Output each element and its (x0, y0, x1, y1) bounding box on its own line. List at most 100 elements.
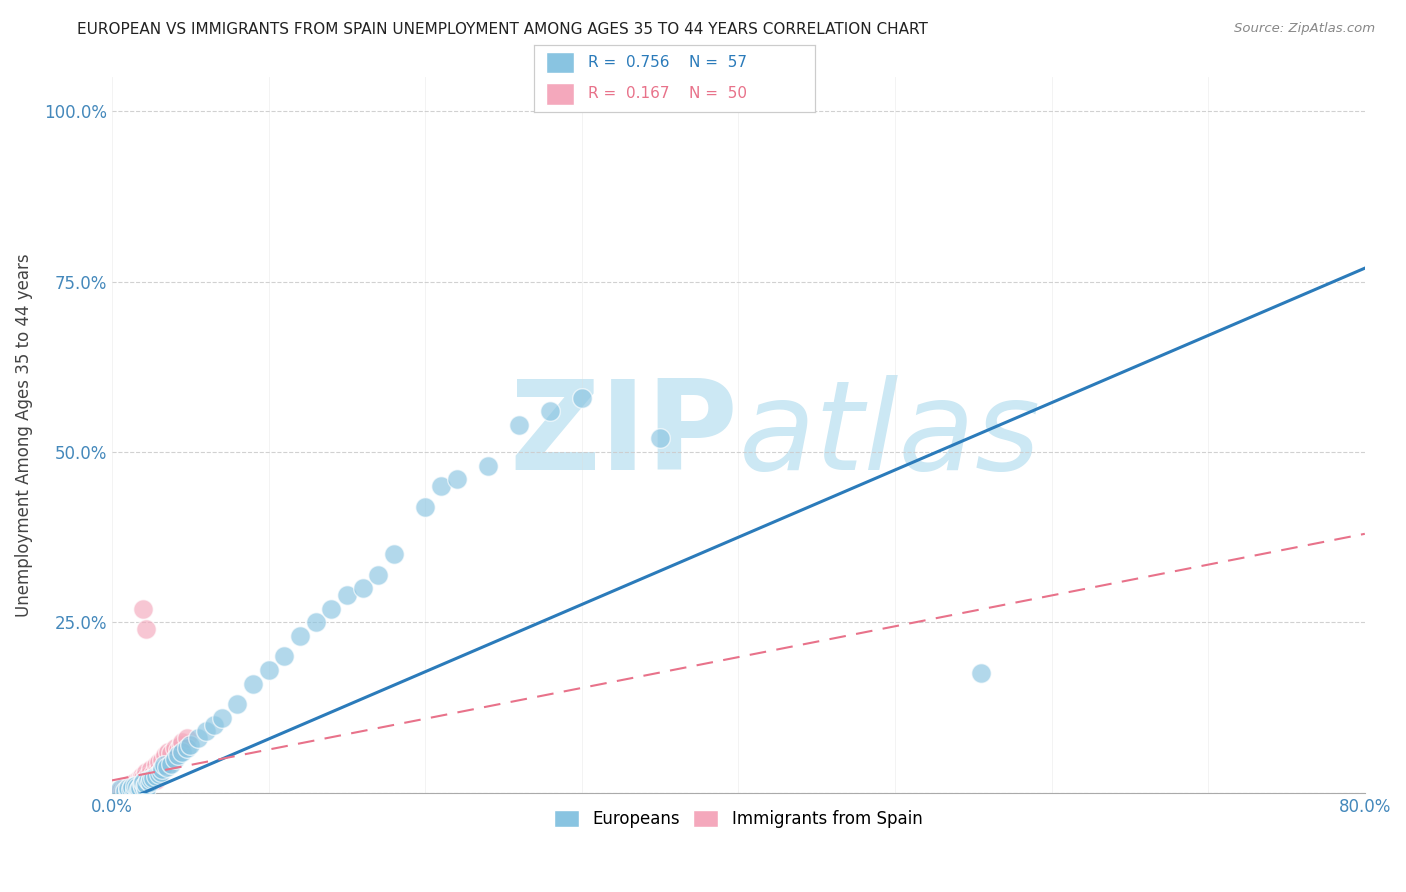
Point (139, 772, 162, 786)
Point (111, 783, 134, 797)
Point (124, 783, 146, 797)
Text: R =  0.756    N =  57: R = 0.756 N = 57 (588, 55, 747, 70)
Point (122, 782, 145, 797)
Point (132, 771, 155, 785)
Point (156, 760, 179, 774)
Point (150, 753, 173, 767)
Point (115, 781, 138, 796)
Point (477, 458, 499, 473)
Point (135, 779, 157, 793)
Point (142, 771, 165, 785)
Point (508, 417, 530, 432)
Point (135, 777, 157, 791)
Point (257, 663, 280, 677)
Point (136, 773, 159, 788)
Point (128, 782, 150, 797)
Point (152, 760, 174, 774)
Point (108, 784, 131, 798)
Point (367, 567, 389, 582)
Legend: Europeans, Immigrants from Spain: Europeans, Immigrants from Spain (547, 803, 929, 834)
Point (336, 588, 359, 602)
Point (142, 766, 165, 780)
Point (413, 500, 436, 514)
Point (152, 758, 174, 772)
Point (117, 783, 139, 797)
Y-axis label: Unemployment Among Ages 35 to 44 years: Unemployment Among Ages 35 to 44 years (15, 253, 32, 617)
Text: R =  0.167    N =  50: R = 0.167 N = 50 (588, 86, 747, 101)
Point (149, 765, 172, 780)
Point (273, 649, 295, 664)
Text: atlas: atlas (738, 375, 1040, 496)
Point (129, 777, 152, 791)
Point (117, 780, 139, 795)
Point (134, 779, 156, 793)
Point (138, 772, 160, 786)
Point (128, 772, 150, 786)
Point (135, 622, 157, 636)
Point (176, 741, 198, 756)
Point (120, 781, 142, 796)
Point (120, 783, 142, 797)
Point (117, 783, 139, 797)
Point (120, 777, 142, 791)
Point (170, 738, 193, 752)
Point (155, 748, 177, 763)
Point (132, 601, 155, 615)
Point (124, 775, 146, 789)
Point (132, 780, 155, 795)
Point (571, 391, 593, 405)
Point (131, 777, 153, 791)
FancyBboxPatch shape (546, 52, 574, 73)
Point (446, 472, 468, 486)
Point (125, 780, 148, 795)
Point (148, 755, 170, 769)
Point (176, 731, 198, 746)
Point (146, 765, 169, 780)
Point (430, 479, 453, 493)
Point (288, 629, 311, 643)
Point (110, 783, 132, 797)
Point (135, 765, 157, 780)
Point (121, 780, 143, 795)
Point (143, 771, 166, 785)
Point (242, 676, 264, 690)
Point (166, 748, 188, 763)
Point (149, 764, 172, 778)
Point (139, 775, 162, 789)
Point (148, 769, 170, 783)
Point (136, 769, 159, 783)
Point (540, 404, 562, 418)
Point (304, 615, 326, 630)
Point (129, 773, 152, 788)
Point (114, 782, 136, 797)
Point (648, 432, 671, 446)
Text: EUROPEAN VS IMMIGRANTS FROM SPAIN UNEMPLOYMENT AMONG AGES 35 TO 44 YEARS CORRELA: EUROPEAN VS IMMIGRANTS FROM SPAIN UNEMPL… (77, 22, 928, 37)
Text: ZIP: ZIP (509, 375, 738, 496)
Point (163, 751, 186, 765)
Point (150, 762, 173, 776)
Point (145, 769, 167, 783)
Point (166, 743, 188, 757)
Point (117, 779, 139, 793)
Point (114, 780, 136, 795)
Point (148, 766, 170, 780)
Point (157, 745, 180, 759)
Point (145, 773, 167, 788)
Point (135, 782, 157, 797)
Point (187, 731, 209, 746)
Point (179, 738, 201, 752)
Point (211, 711, 233, 725)
Point (125, 780, 148, 794)
Point (114, 783, 136, 797)
Point (156, 757, 179, 772)
FancyBboxPatch shape (546, 84, 574, 104)
Point (160, 757, 183, 772)
Point (145, 758, 167, 772)
Point (124, 779, 146, 793)
Point (321, 601, 343, 615)
Point (202, 717, 225, 731)
Point (129, 780, 152, 795)
Point (138, 774, 160, 789)
Point (132, 775, 155, 789)
Point (970, 666, 993, 681)
